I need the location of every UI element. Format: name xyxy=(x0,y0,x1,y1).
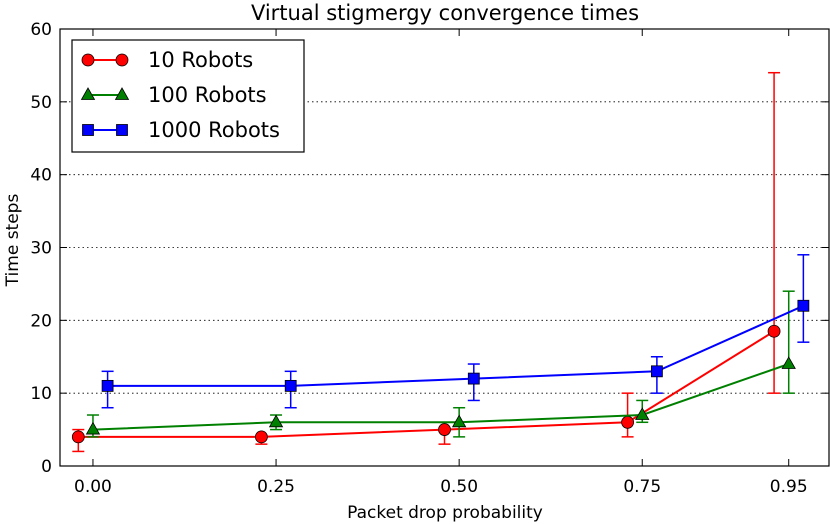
series-line-100-robots xyxy=(92,363,790,431)
legend-marker-1000-robots xyxy=(82,124,94,136)
data-point xyxy=(85,421,101,435)
data-point xyxy=(438,423,451,436)
x-tick-label: 0.50 xyxy=(440,477,478,497)
x-axis-label: Packet drop probability xyxy=(347,503,543,523)
data-point xyxy=(268,414,284,428)
chart-title: Virtual stigmergy convergence times xyxy=(251,1,639,25)
series-line-1000-robots xyxy=(107,304,804,387)
x-tick-label: 0.00 xyxy=(74,477,112,497)
y-tick-label: 20 xyxy=(30,311,52,331)
y-tick-label: 30 xyxy=(30,239,52,259)
series-line-10-robots xyxy=(78,330,775,438)
legend-marker-10-robots xyxy=(81,53,95,67)
y-tick-label: 40 xyxy=(30,166,52,186)
legend-label-10-robots: 10 Robots xyxy=(148,48,253,72)
x-tick-label: 0.95 xyxy=(770,477,808,497)
legend-marker-1000-robots xyxy=(116,124,128,136)
data-point xyxy=(781,356,796,369)
data-point xyxy=(797,299,810,312)
y-tick-label: 50 xyxy=(30,93,52,113)
series-layer xyxy=(71,71,810,453)
data-point xyxy=(650,365,663,378)
legend-marker-10-robots xyxy=(115,53,129,67)
data-point xyxy=(101,379,114,392)
data-point xyxy=(71,430,85,444)
legend: 10 Robots 100 Robots 1000 Robots xyxy=(71,39,305,153)
x-tick-label: 0.75 xyxy=(623,477,661,497)
x-tick-label: 0.25 xyxy=(257,477,295,497)
data-point xyxy=(621,415,634,429)
legend-entry-100-robots: 100 Robots xyxy=(80,83,267,107)
data-point xyxy=(284,379,297,392)
series-10-robots xyxy=(71,71,781,453)
legend-marker-100-robots xyxy=(114,87,130,100)
data-point xyxy=(767,324,781,338)
series-1000-robots xyxy=(101,254,810,409)
legend-label-100-robots: 100 Robots xyxy=(148,83,267,107)
y-tick-label: 0 xyxy=(41,457,52,477)
data-point xyxy=(467,372,480,385)
legend-marker-100-robots xyxy=(80,87,96,100)
axis-ticks: 0 10 20 30 40 50 60 0.00 0.25 0.50 0.75 0.95 xyxy=(30,20,829,497)
y-tick-label: 60 xyxy=(30,20,52,40)
data-point xyxy=(451,414,467,428)
y-axis-label: Time steps xyxy=(3,194,23,288)
series-100-robots xyxy=(85,290,796,438)
data-point xyxy=(255,430,268,444)
legend-entry-1000-robots: 1000 Robots xyxy=(82,118,280,142)
legend-label-1000-robots: 1000 Robots xyxy=(148,118,280,142)
data-point xyxy=(635,407,650,420)
legend-entry-10-robots: 10 Robots xyxy=(81,48,253,72)
y-tick-label: 10 xyxy=(30,384,52,404)
